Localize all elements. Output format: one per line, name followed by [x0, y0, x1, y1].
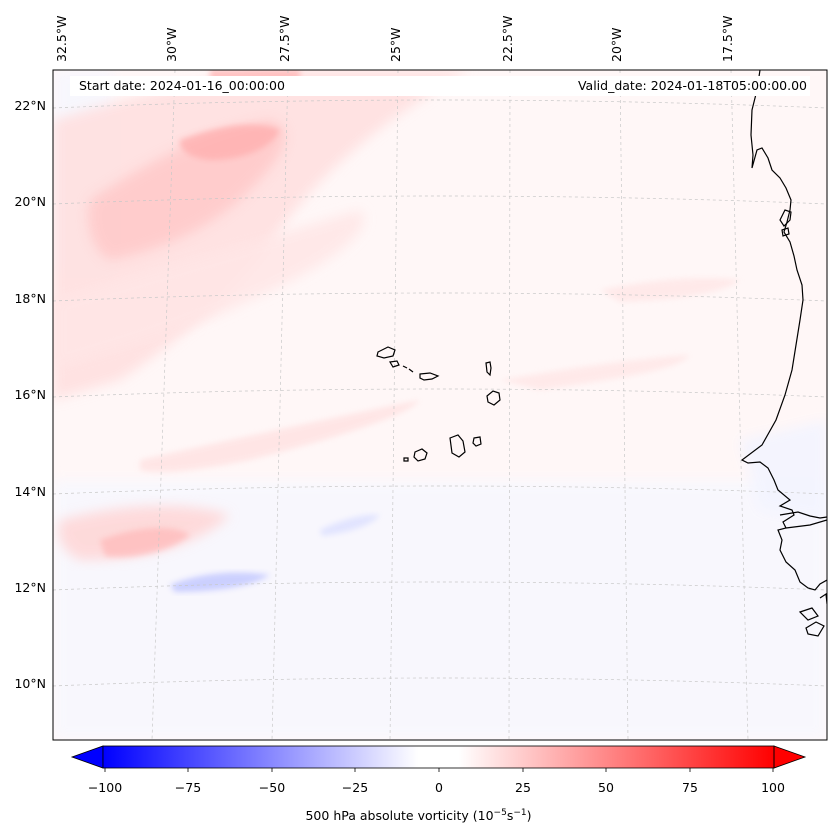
lat-label-20n: 20°N	[14, 194, 46, 209]
lat-label-14n: 14°N	[14, 484, 46, 499]
colorbar-tick: 0	[435, 780, 443, 795]
colorbar-tick: 25	[515, 780, 531, 795]
colorbar-min-extension	[70, 745, 104, 769]
colorbar-label-exp2: −1	[513, 808, 527, 818]
africa-coastline	[740, 70, 827, 637]
colorbar-tick: −75	[174, 780, 202, 795]
cape-verde-islands	[376, 346, 501, 462]
colorbar-tick: −50	[258, 780, 286, 795]
colorbar-label-exp1: −5	[493, 808, 507, 818]
colorbar-label-mid: s	[506, 808, 514, 824]
graticule	[53, 70, 827, 740]
colorbar-tick: 50	[598, 780, 614, 795]
colorbar	[70, 745, 807, 772]
colorbar-label: 500 hPa absolute vorticity (10−5s−1)	[0, 808, 837, 823]
lat-label-18n: 18°N	[14, 291, 46, 306]
colorbar-tick: −25	[341, 780, 369, 795]
start-date-label: Start date: 2024-01-16_00:00:00	[79, 78, 285, 93]
date-banner	[70, 76, 810, 96]
lat-label-22n: 22°N	[14, 98, 46, 113]
colorbar-gradient	[103, 746, 774, 768]
map-frame	[52, 69, 828, 741]
lat-label-12n: 12°N	[14, 580, 46, 595]
lat-label-16n: 16°N	[14, 387, 46, 402]
lat-label-10n: 10°N	[14, 676, 46, 691]
vorticity-field	[53, 70, 827, 740]
colorbar-label-text: 500 hPa absolute vorticity (10	[305, 808, 494, 824]
valid-date-label: Valid_date: 2024-01-18T05:00:00.00	[577, 78, 807, 93]
colorbar-tick: 75	[682, 780, 698, 795]
colorbar-max-extension	[773, 745, 807, 769]
colorbar-tick: 100	[761, 780, 785, 795]
colorbar-label-end: )	[526, 808, 532, 824]
colorbar-tick: −100	[87, 780, 123, 795]
